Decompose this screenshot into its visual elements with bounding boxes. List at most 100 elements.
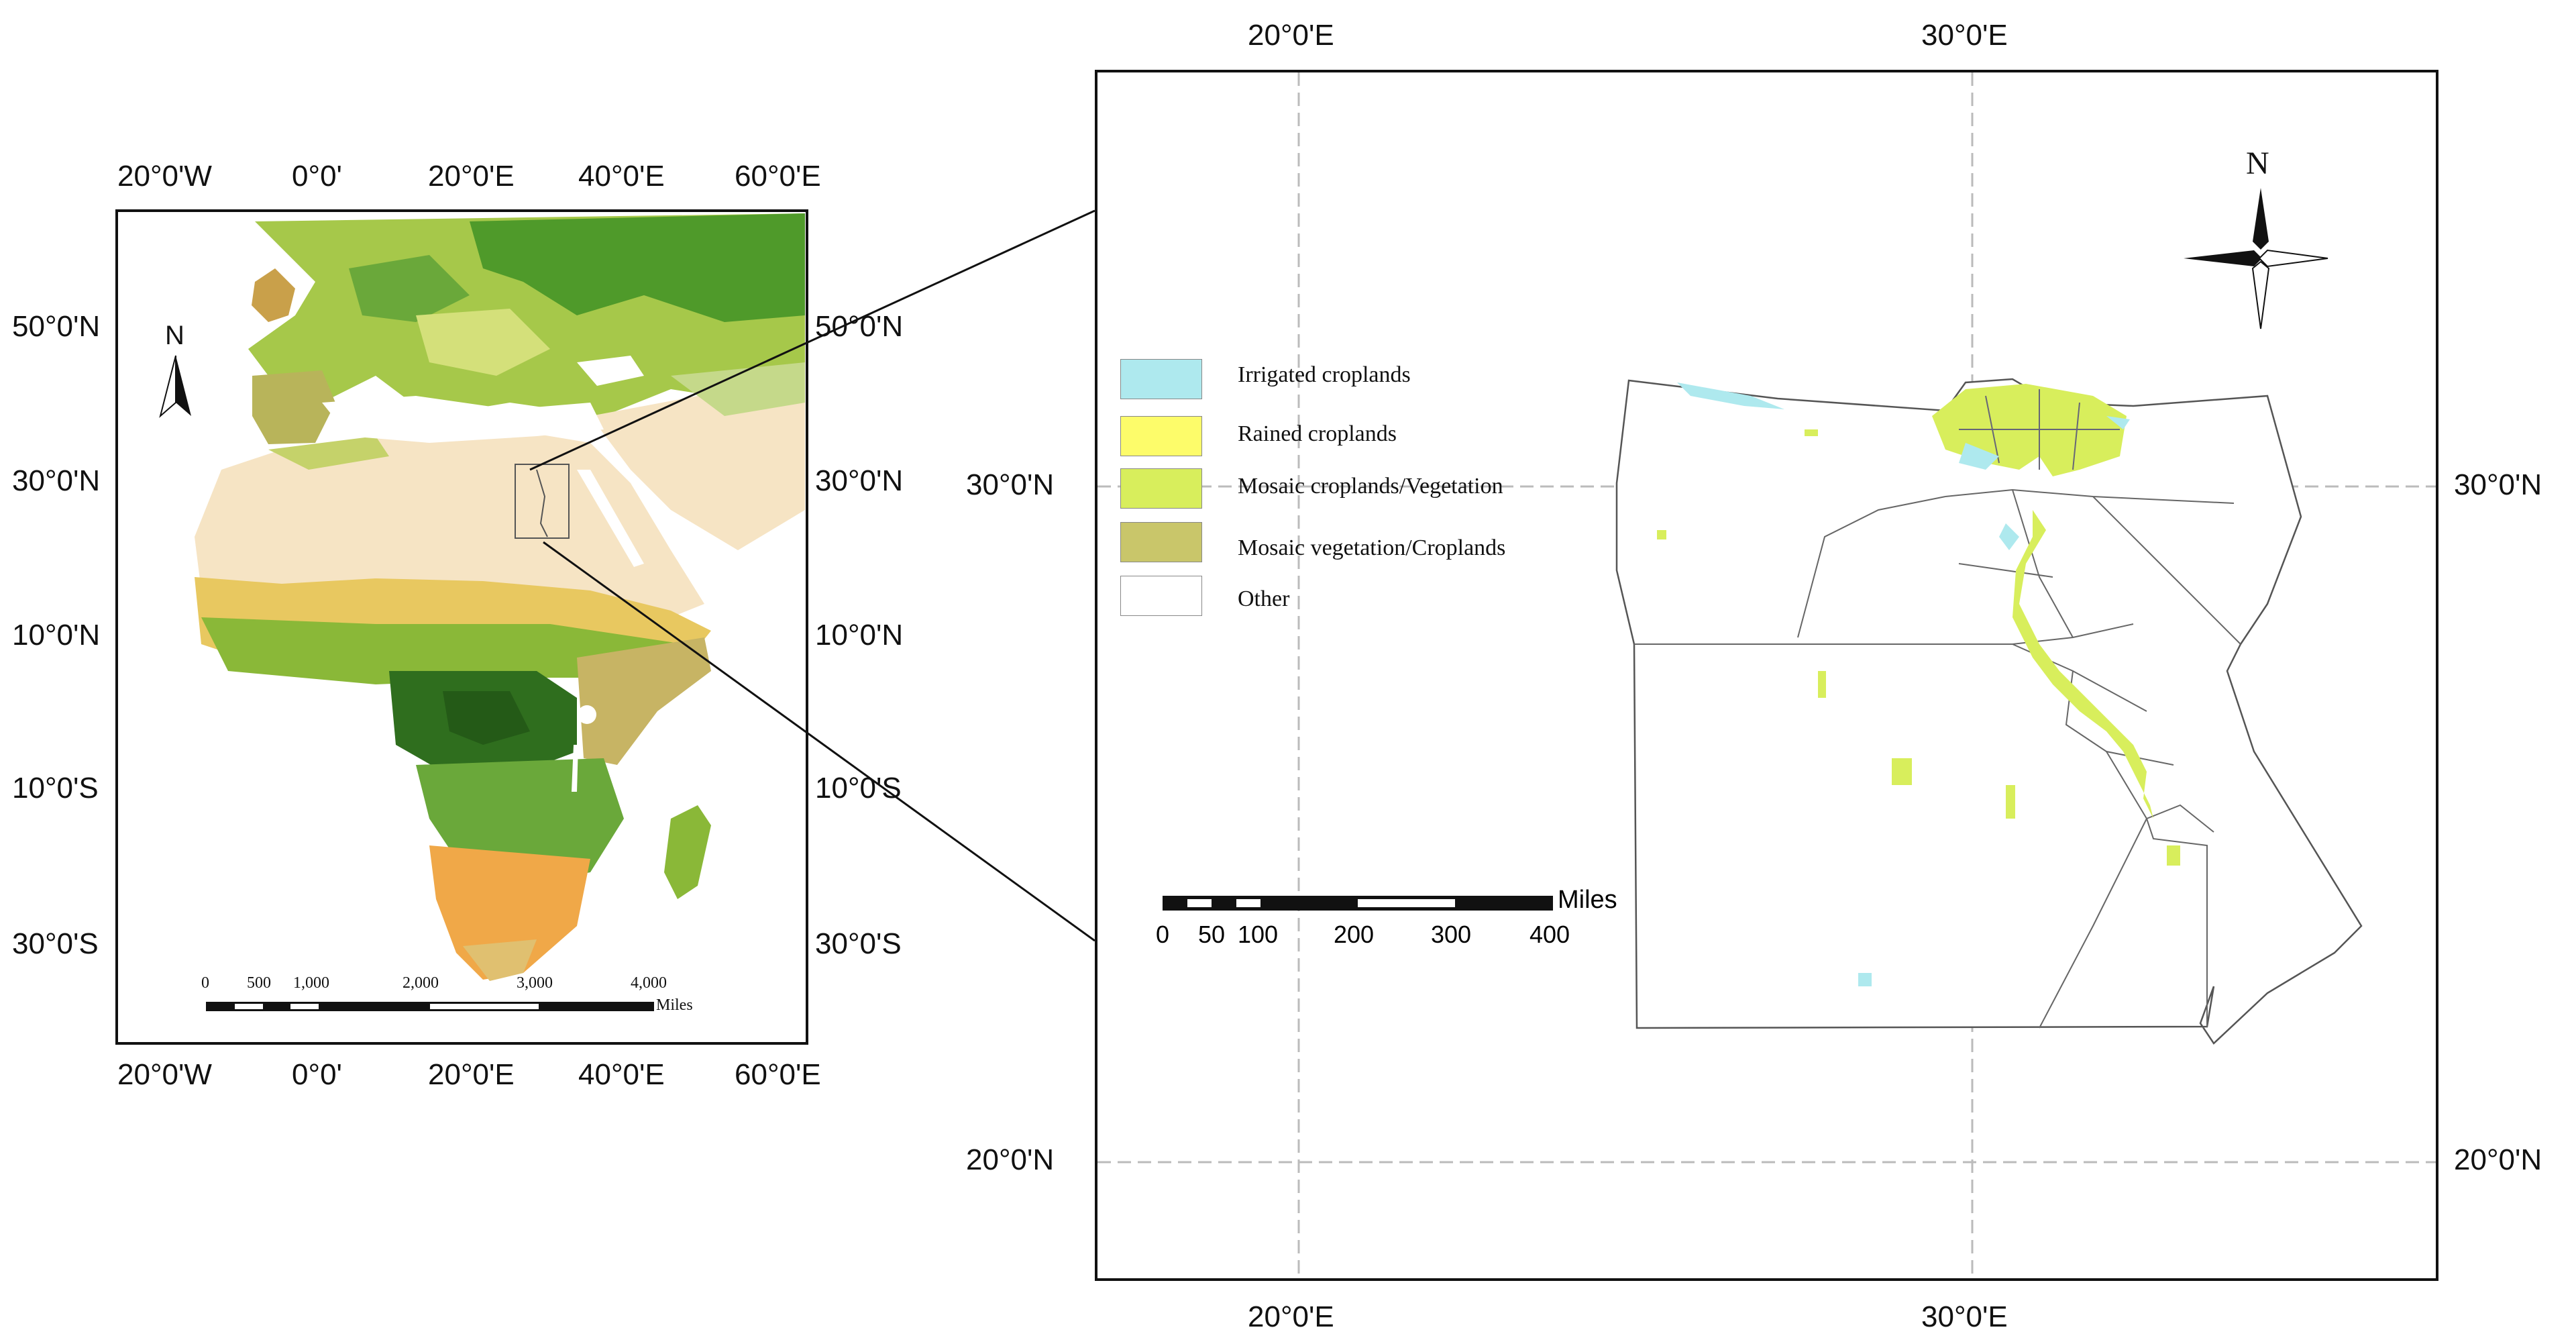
overview-top-tick: 40°0'E [578, 160, 665, 193]
legend-swatch [1120, 416, 1202, 456]
detail-bottom-tick: 30°0'E [1921, 1300, 2008, 1333]
detail-north-label: N [2246, 146, 2269, 181]
connector-line-top [529, 209, 1095, 471]
connector-line-bottom [543, 541, 1095, 942]
britain [252, 268, 295, 322]
detail-scale-label: 300 [1431, 921, 1472, 948]
governorate-line [1958, 563, 2053, 578]
detail-scale-label: 400 [1529, 921, 1570, 948]
iberia [252, 370, 335, 444]
overview-scale-bar-seg [430, 1004, 539, 1009]
overview-scale-bar-seg [290, 1004, 319, 1009]
red-sea [577, 470, 644, 567]
detail-scale-label: 0 [1156, 921, 1170, 948]
detail-scale-label: 50 [1198, 921, 1226, 948]
compass-rose-icon [2253, 188, 2269, 250]
governorate-line [2039, 818, 2147, 1029]
detail-scale-bar-seg [1236, 899, 1260, 907]
overview-map-frame [115, 209, 808, 1045]
legend-swatch [1120, 576, 1202, 616]
oasis-patch [2006, 785, 2015, 819]
madagascar [664, 805, 711, 899]
irrigated-fayoum [1999, 523, 2019, 550]
overview-right-tick: 10°0'N [815, 619, 904, 652]
overview-scale-label: 2,000 [402, 974, 439, 992]
overview-bottom-tick: 0°0' [292, 1058, 342, 1091]
governorate-line [2146, 818, 2208, 1027]
overview-left-tick: 10°0'N [12, 619, 101, 652]
europe-forest-2 [349, 255, 470, 322]
overview-north-label: N [165, 321, 184, 350]
legend-swatch [1120, 522, 1202, 562]
europe-grass [416, 309, 550, 376]
detail-scale-bar-seg [1358, 899, 1455, 907]
detail-map-frame [1095, 70, 2438, 1281]
compass-rose-icon-e [2258, 249, 2328, 268]
oasis-patch [2167, 845, 2180, 866]
lake-victoria [578, 705, 596, 724]
legend-label: Other [1238, 586, 1290, 611]
detail-left-tick: 20°0'N [966, 1143, 1055, 1176]
middle-east [590, 376, 805, 550]
delta-governorate-lines [1959, 389, 2120, 470]
overview-north-arrow-icon-half [159, 355, 176, 418]
lake-tanganyika [572, 745, 578, 792]
overview-scale-label: 0 [201, 974, 209, 992]
oasis-patch [1657, 530, 1666, 539]
overview-left-tick: 10°0'S [12, 772, 99, 805]
overview-left-tick: 30°0'S [12, 927, 99, 960]
overview-left-tick: 50°0'N [12, 310, 101, 343]
detail-right-tick: 20°0'N [2454, 1143, 2542, 1176]
detail-top-tick: 20°0'E [1248, 19, 1334, 52]
overview-scale-label: 4,000 [631, 974, 667, 992]
detail-scale-unit: Miles [1558, 886, 1617, 914]
overview-bottom-tick: 20°0'E [428, 1058, 515, 1091]
legend-label: Mosaic vegetation/Croplands [1238, 535, 1506, 560]
detail-top-tick: 30°0'E [1921, 19, 2008, 52]
detail-left-tick: 30°0'N [966, 468, 1055, 501]
southern-africa-tip [463, 939, 537, 981]
legend-label: Rained croplands [1238, 421, 1397, 446]
irrigated-delta [1959, 443, 1999, 470]
detail-right-tick: 30°0'N [2454, 468, 2542, 501]
middle-east-green [671, 362, 805, 416]
overview-left-tick: 30°0'N [12, 464, 101, 497]
governorate-line [1797, 496, 1946, 638]
overview-scale-label: 3,000 [517, 974, 553, 992]
overview-scale-bar-seg [235, 1004, 263, 1009]
compass-rose-icon-w [2184, 250, 2262, 266]
overview-top-tick: 20°0'E [428, 160, 515, 193]
overview-top-tick: 60°0'E [735, 160, 821, 193]
congo-forest-core [443, 691, 530, 745]
sahara [195, 429, 704, 617]
egypt-boundary [1615, 378, 2363, 1045]
overview-bottom-tick: 20°0'W [117, 1058, 212, 1091]
legend-label: Irrigated croplands [1238, 362, 1411, 387]
overview-scale-unit: Miles [656, 996, 693, 1014]
overview-top-tick: 20°0'W [117, 160, 212, 193]
detail-bottom-tick: 20°0'E [1248, 1300, 1334, 1333]
governorate-line [2106, 751, 2214, 833]
overview-scale-label: 1,000 [293, 974, 329, 992]
overview-right-tick: 10°0'S [815, 772, 902, 805]
detail-scale-bar-seg [1187, 899, 1212, 907]
nile-valley [2012, 510, 2153, 819]
governorate-line [2012, 489, 2074, 638]
overview-bottom-tick: 40°0'E [578, 1058, 665, 1091]
irrigated-coast [1677, 382, 1784, 409]
egypt-locator-nile [536, 469, 548, 537]
maghreb-green [268, 436, 389, 470]
oasis-patch [1818, 671, 1826, 698]
overview-right-tick: 30°0'N [815, 464, 904, 497]
black-sea [577, 356, 644, 386]
legend-label: Mosaic croplands/Vegetation [1238, 474, 1503, 499]
overview-scale-label: 500 [247, 974, 271, 992]
governorate-line [1634, 623, 2134, 645]
sahel-2 [201, 617, 684, 684]
irrigated-east [2106, 416, 2130, 429]
overview-bottom-tick: 60°0'E [735, 1058, 821, 1091]
detail-scale-label: 200 [1334, 921, 1375, 948]
governorate-line [1945, 488, 2235, 504]
oasis-patch [1858, 973, 1872, 986]
